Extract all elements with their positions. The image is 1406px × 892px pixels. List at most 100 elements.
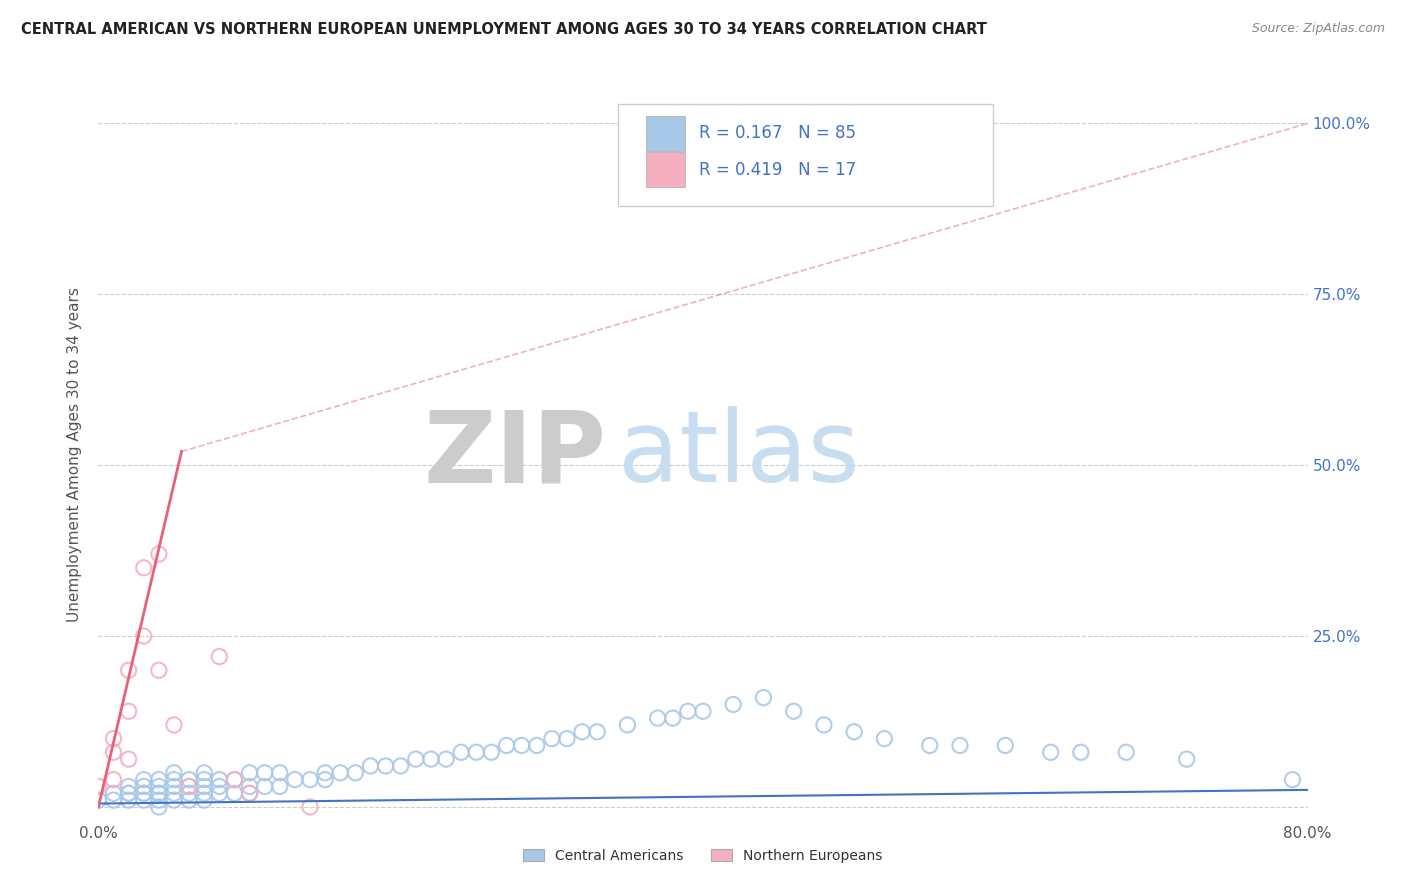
- Y-axis label: Unemployment Among Ages 30 to 34 years: Unemployment Among Ages 30 to 34 years: [67, 287, 83, 623]
- Point: [692, 704, 714, 718]
- Point: [284, 772, 307, 787]
- Point: [148, 663, 170, 677]
- Point: [118, 780, 141, 794]
- Legend: Central Americans, Northern Europeans: Central Americans, Northern Europeans: [517, 844, 889, 869]
- Point: [132, 786, 155, 800]
- Text: R = 0.167   N = 85: R = 0.167 N = 85: [699, 124, 856, 142]
- Point: [193, 772, 215, 787]
- Point: [253, 765, 276, 780]
- Point: [224, 772, 246, 787]
- Point: [844, 724, 866, 739]
- Point: [148, 780, 170, 794]
- Point: [344, 765, 367, 780]
- Point: [540, 731, 562, 746]
- Point: [647, 711, 669, 725]
- Point: [1039, 745, 1062, 759]
- Point: [1115, 745, 1137, 759]
- Point: [132, 786, 155, 800]
- Point: [405, 752, 427, 766]
- Point: [224, 786, 246, 800]
- Text: ZIP: ZIP: [423, 407, 606, 503]
- Point: [103, 745, 125, 759]
- Point: [420, 752, 443, 766]
- Point: [87, 793, 110, 807]
- Point: [148, 800, 170, 814]
- Point: [179, 786, 201, 800]
- Point: [450, 745, 472, 759]
- Point: [193, 765, 215, 780]
- Point: [118, 663, 141, 677]
- Bar: [647, 116, 685, 151]
- Point: [208, 772, 231, 787]
- Point: [676, 704, 699, 718]
- Point: [616, 718, 638, 732]
- Point: [132, 772, 155, 787]
- Point: [239, 765, 262, 780]
- Point: [662, 711, 685, 725]
- Point: [132, 780, 155, 794]
- Text: CENTRAL AMERICAN VS NORTHERN EUROPEAN UNEMPLOYMENT AMONG AGES 30 TO 34 YEARS COR: CENTRAL AMERICAN VS NORTHERN EUROPEAN UN…: [21, 22, 987, 37]
- Point: [132, 560, 155, 574]
- Point: [193, 780, 215, 794]
- Text: R = 0.419   N = 17: R = 0.419 N = 17: [699, 161, 856, 178]
- Point: [163, 780, 186, 794]
- Point: [314, 772, 336, 787]
- Point: [586, 724, 609, 739]
- Point: [208, 780, 231, 794]
- Point: [148, 793, 170, 807]
- Point: [949, 739, 972, 753]
- Point: [193, 786, 215, 800]
- Point: [723, 698, 745, 712]
- Point: [389, 759, 412, 773]
- Point: [752, 690, 775, 705]
- Point: [253, 780, 276, 794]
- Text: atlas: atlas: [619, 407, 860, 503]
- Point: [208, 649, 231, 664]
- Point: [329, 765, 352, 780]
- Point: [148, 786, 170, 800]
- Point: [526, 739, 548, 753]
- Point: [510, 739, 533, 753]
- Point: [118, 752, 141, 766]
- Point: [299, 800, 322, 814]
- Point: [1281, 772, 1303, 787]
- Point: [314, 765, 336, 780]
- Point: [179, 780, 201, 794]
- Point: [813, 718, 835, 732]
- Point: [239, 786, 262, 800]
- Point: [571, 724, 593, 739]
- Point: [148, 786, 170, 800]
- Point: [374, 759, 396, 773]
- Point: [118, 793, 141, 807]
- Point: [148, 547, 170, 561]
- Text: Source: ZipAtlas.com: Source: ZipAtlas.com: [1251, 22, 1385, 36]
- Point: [481, 745, 503, 759]
- Point: [103, 793, 125, 807]
- Point: [103, 772, 125, 787]
- Point: [555, 731, 578, 746]
- Point: [434, 752, 457, 766]
- Bar: [647, 153, 685, 187]
- Point: [179, 780, 201, 794]
- Point: [132, 793, 155, 807]
- Point: [783, 704, 806, 718]
- Point: [465, 745, 488, 759]
- Point: [103, 786, 125, 800]
- Point: [163, 786, 186, 800]
- Point: [87, 780, 110, 794]
- Point: [163, 718, 186, 732]
- Point: [163, 772, 186, 787]
- Point: [118, 704, 141, 718]
- Point: [103, 731, 125, 746]
- Point: [163, 793, 186, 807]
- FancyBboxPatch shape: [619, 103, 993, 206]
- Point: [118, 786, 141, 800]
- Point: [239, 780, 262, 794]
- Point: [179, 772, 201, 787]
- Point: [269, 765, 291, 780]
- Point: [148, 772, 170, 787]
- Point: [299, 772, 322, 787]
- Point: [918, 739, 941, 753]
- Point: [163, 765, 186, 780]
- Point: [994, 739, 1017, 753]
